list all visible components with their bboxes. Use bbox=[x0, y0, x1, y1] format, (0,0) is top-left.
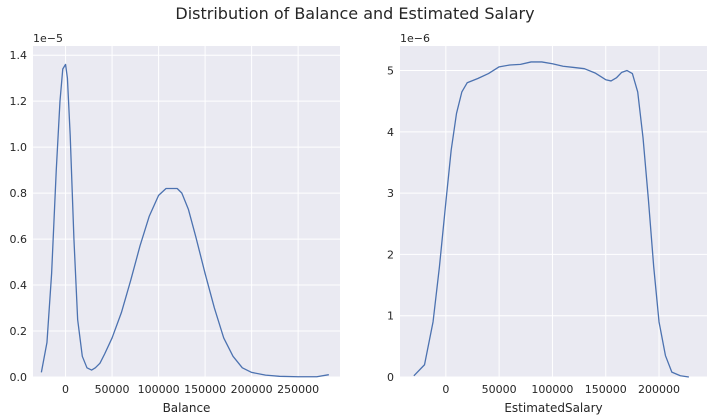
y-tick-label: 2 bbox=[387, 248, 394, 261]
y-tick-label: 0.4 bbox=[10, 279, 28, 292]
x-tick-label: 200000 bbox=[231, 383, 273, 396]
x-tick-label: 100000 bbox=[138, 383, 180, 396]
x-axis-label: Balance bbox=[163, 401, 211, 415]
y-tick-label: 5 bbox=[387, 65, 394, 78]
y-tick-label: 0 bbox=[387, 371, 394, 384]
series-line bbox=[40, 63, 329, 378]
y-tick-label: 4 bbox=[387, 126, 394, 139]
y-tick-label: 1.4 bbox=[10, 49, 28, 62]
y-tick-label: 1.0 bbox=[10, 141, 28, 154]
y-tick-label: 0.8 bbox=[10, 187, 28, 200]
y-tick-label: 3 bbox=[387, 187, 394, 200]
x-tick-label: 150000 bbox=[585, 383, 627, 396]
plot-area bbox=[400, 46, 707, 377]
x-tick-label: 0 bbox=[62, 383, 69, 396]
x-tick-label: 250000 bbox=[277, 383, 319, 396]
x-tick-label: 100000 bbox=[531, 383, 573, 396]
y-tick-label: 0.0 bbox=[10, 371, 28, 384]
y-tick-label: 0.2 bbox=[10, 325, 28, 338]
y-tick-label: 0.6 bbox=[10, 233, 28, 246]
x-tick-label: 150000 bbox=[184, 383, 226, 396]
y-offset-label: 1e−5 bbox=[33, 32, 63, 45]
axes-balance-kde: 0 50000 100000 150000 200000 250000 0.0 0.2 0.4 0… bbox=[10, 32, 340, 415]
y-offset-label: 1e−6 bbox=[400, 32, 430, 45]
x-tick-label: 200000 bbox=[638, 383, 680, 396]
x-tick-label: 50000 bbox=[95, 383, 130, 396]
y-tick-label: 1.2 bbox=[10, 95, 28, 108]
x-tick-label: 50000 bbox=[482, 383, 517, 396]
y-tick-label: 1 bbox=[387, 310, 394, 323]
figure-title: Distribution of Balance and Estimated Sa… bbox=[175, 4, 535, 23]
axes-salary-kde: 0 50000 100000 150000 200000 0 1 2 3 4 5 1e−6 Estima… bbox=[387, 32, 707, 415]
x-axis-label: EstimatedSalary bbox=[504, 401, 602, 415]
series-line bbox=[413, 61, 689, 378]
x-tick-label: 0 bbox=[442, 383, 449, 396]
